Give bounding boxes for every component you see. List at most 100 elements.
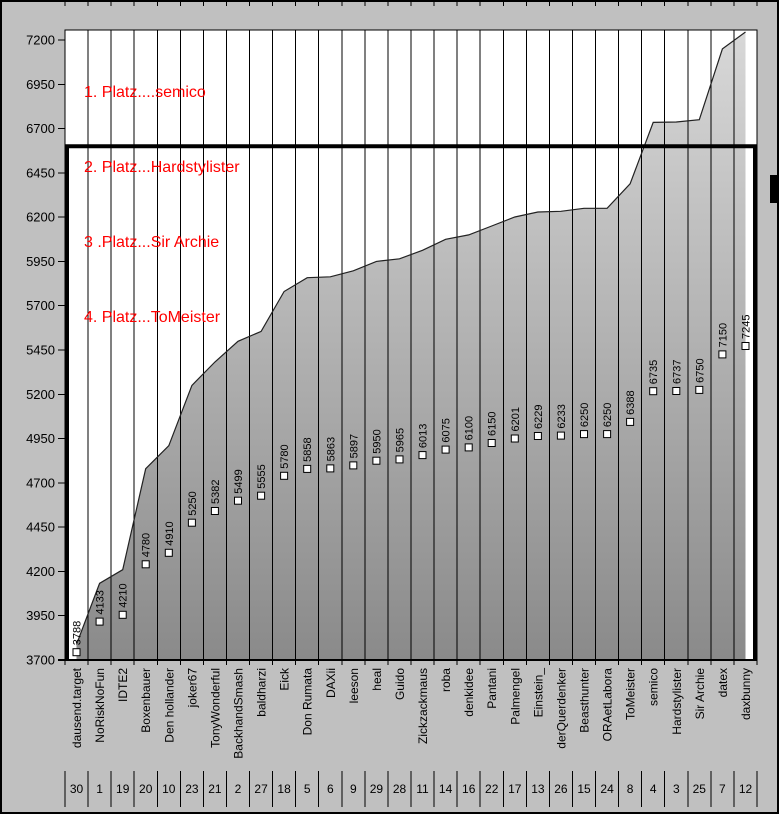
- category-label: roba: [439, 668, 453, 692]
- data-marker: [95, 617, 104, 626]
- category-label: ORAetLabora: [601, 668, 615, 742]
- category-label: Hardstylister: [670, 668, 684, 735]
- category-label: ToMeister: [624, 668, 638, 720]
- data-marker: [118, 610, 127, 619]
- data-label: 5555: [256, 464, 268, 488]
- data-label: 5863: [325, 437, 337, 461]
- data-label: 6150: [487, 412, 499, 436]
- data-label: 5382: [210, 480, 222, 504]
- category-label: BackhandSmash: [232, 668, 246, 759]
- rank-label: 8: [627, 782, 634, 796]
- data-label: 5499: [233, 469, 245, 493]
- rank-label: 26: [554, 782, 568, 796]
- rank-label: 9: [350, 782, 357, 796]
- rank-label: 7: [719, 782, 726, 796]
- rank-label: 18: [277, 782, 291, 796]
- data-label: 4133: [95, 590, 107, 614]
- rank-label: 5: [304, 782, 311, 796]
- rank-label: 12: [739, 782, 753, 796]
- category-label: DAXii: [324, 668, 338, 698]
- rank-label: 14: [439, 782, 453, 796]
- category-label: denkidee: [462, 668, 476, 717]
- rank-label: 30: [70, 782, 84, 796]
- y-axis-label: 5450: [26, 343, 55, 358]
- category-label: NoRiskNoFun: [93, 668, 107, 743]
- data-marker: [510, 434, 519, 443]
- legend-line-1: 1. Platz....semico: [84, 84, 206, 101]
- rank-label: 21: [208, 782, 222, 796]
- rank-label: 16: [462, 782, 476, 796]
- data-label: 6013: [418, 424, 430, 448]
- data-marker: [556, 431, 565, 440]
- data-label: 3788: [72, 621, 84, 645]
- ranking-legend: 1. Platz....semico 2. Platz...Hardstylis…: [84, 30, 240, 380]
- category-label: datex: [716, 668, 730, 697]
- y-axis-label: 4700: [26, 475, 55, 490]
- data-marker: [303, 464, 312, 473]
- data-marker: [257, 491, 266, 500]
- category-label: TonyWonderful: [208, 668, 222, 748]
- y-axis-label: 4200: [26, 564, 55, 579]
- category-label: Den hollander: [162, 668, 176, 743]
- rank-label: 29: [370, 782, 384, 796]
- data-marker: [649, 387, 658, 396]
- data-label: 6233: [556, 404, 568, 428]
- rank-label: 1: [96, 782, 103, 796]
- y-axis-label: 6200: [26, 210, 55, 225]
- y-axis-label: 5950: [26, 254, 55, 269]
- legend-line-4: 4. Platz...ToMeister: [84, 309, 221, 326]
- data-label: 5897: [348, 434, 360, 458]
- rank-label: 23: [185, 782, 199, 796]
- category-label: Einstein_: [531, 668, 545, 718]
- score-line: [75, 31, 746, 645]
- data-label: 5950: [371, 429, 383, 453]
- data-marker: [326, 464, 335, 473]
- rank-label: 27: [254, 782, 268, 796]
- rank-label: 20: [139, 782, 153, 796]
- y-axis-label: 3950: [26, 608, 55, 623]
- category-label: Boxenbauer: [139, 668, 153, 733]
- data-label: 6750: [694, 358, 706, 382]
- category-label: Sir Archie: [693, 668, 707, 720]
- rank-label: 22: [485, 782, 499, 796]
- data-marker: [280, 471, 289, 480]
- data-label: 7245: [741, 315, 753, 339]
- data-marker: [695, 385, 704, 394]
- rank-label: 17: [508, 782, 522, 796]
- data-marker: [141, 560, 150, 569]
- data-label: 6737: [671, 360, 683, 384]
- data-marker: [718, 350, 727, 359]
- category-label: joker67: [185, 668, 199, 709]
- data-marker: [441, 445, 450, 454]
- category-label: Eick: [278, 667, 292, 691]
- data-label: 5965: [395, 428, 407, 452]
- data-marker: [234, 496, 242, 505]
- data-label: 6250: [602, 403, 614, 427]
- category-label: heal: [370, 668, 384, 691]
- data-label: 5858: [302, 437, 314, 461]
- category-label: semico: [647, 668, 661, 706]
- rank-label: 13: [531, 782, 545, 796]
- y-axis-label: 6700: [26, 121, 55, 136]
- rank-label: 28: [393, 782, 407, 796]
- category-label: Palmengel: [508, 668, 522, 725]
- rank-label: 24: [600, 782, 614, 796]
- data-label: 6388: [625, 390, 637, 414]
- data-label: 6735: [648, 360, 660, 384]
- y-axis-label: 4450: [26, 520, 55, 535]
- data-marker: [395, 455, 404, 464]
- rank-label: 11: [416, 782, 429, 796]
- category-label: Don Rumata: [301, 668, 315, 736]
- data-marker: [603, 430, 612, 439]
- y-axis-label: 7200: [26, 33, 55, 48]
- data-label: 6229: [533, 405, 545, 429]
- rank-label: 25: [693, 782, 707, 796]
- data-marker: [187, 518, 196, 527]
- category-label: daxbunny: [739, 668, 753, 720]
- data-marker: [533, 432, 542, 440]
- data-label: 6201: [510, 407, 522, 431]
- category-label: Pantani: [485, 668, 499, 709]
- category-label: Beasthunter: [578, 668, 592, 733]
- rank-label: 4: [650, 782, 657, 796]
